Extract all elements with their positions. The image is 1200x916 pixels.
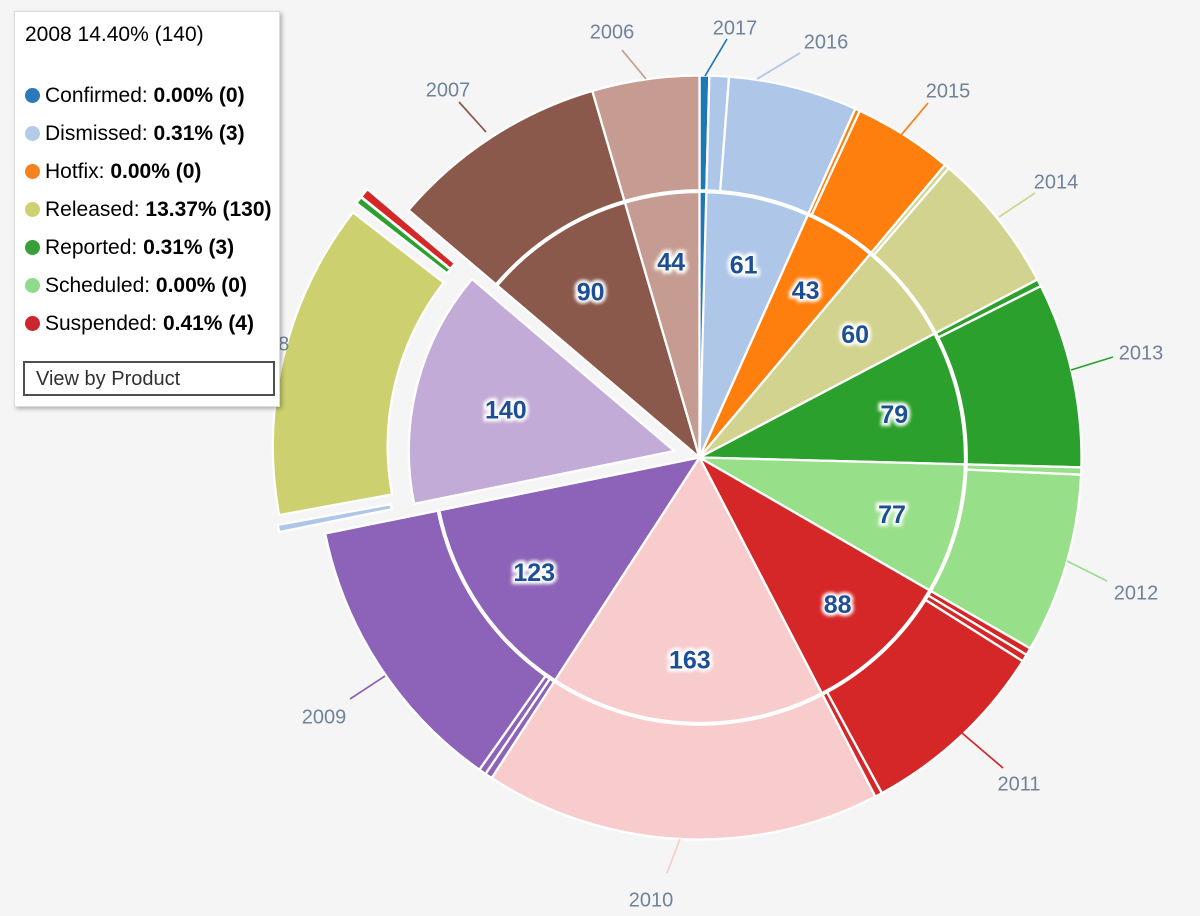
svg-text:88: 88 xyxy=(824,591,852,619)
svg-text:2010: 2010 xyxy=(629,890,674,912)
svg-text:2017: 2017 xyxy=(713,18,758,40)
svg-text:44: 44 xyxy=(657,249,685,277)
svg-text:163: 163 xyxy=(669,646,711,674)
svg-text:60: 60 xyxy=(841,321,869,349)
svg-text:77: 77 xyxy=(878,501,906,529)
svg-text:123: 123 xyxy=(513,559,555,587)
svg-text:2016: 2016 xyxy=(804,32,849,54)
svg-text:60: 60 xyxy=(841,321,869,349)
svg-text:44: 44 xyxy=(657,249,685,277)
svg-text:2007: 2007 xyxy=(426,80,471,102)
svg-text:79: 79 xyxy=(880,401,908,429)
svg-text:2014: 2014 xyxy=(1034,172,1079,194)
svg-text:88: 88 xyxy=(824,591,852,619)
svg-text:61: 61 xyxy=(730,252,758,280)
svg-text:2006: 2006 xyxy=(590,22,635,44)
svg-text:77: 77 xyxy=(878,501,906,529)
svg-text:2012: 2012 xyxy=(1114,583,1159,605)
svg-text:140: 140 xyxy=(485,397,527,425)
svg-text:79: 79 xyxy=(880,401,908,429)
svg-text:140: 140 xyxy=(485,397,527,425)
svg-text:90: 90 xyxy=(577,279,605,307)
svg-text:61: 61 xyxy=(730,252,758,280)
svg-text:2011: 2011 xyxy=(997,774,1040,796)
svg-text:43: 43 xyxy=(792,277,820,305)
svg-text:90: 90 xyxy=(577,279,605,307)
svg-text:163: 163 xyxy=(669,646,711,674)
svg-text:2015: 2015 xyxy=(926,81,971,103)
svg-text:2009: 2009 xyxy=(302,707,347,729)
svg-text:123: 123 xyxy=(513,559,555,587)
svg-text:2013: 2013 xyxy=(1119,343,1164,365)
svg-text:43: 43 xyxy=(792,277,820,305)
